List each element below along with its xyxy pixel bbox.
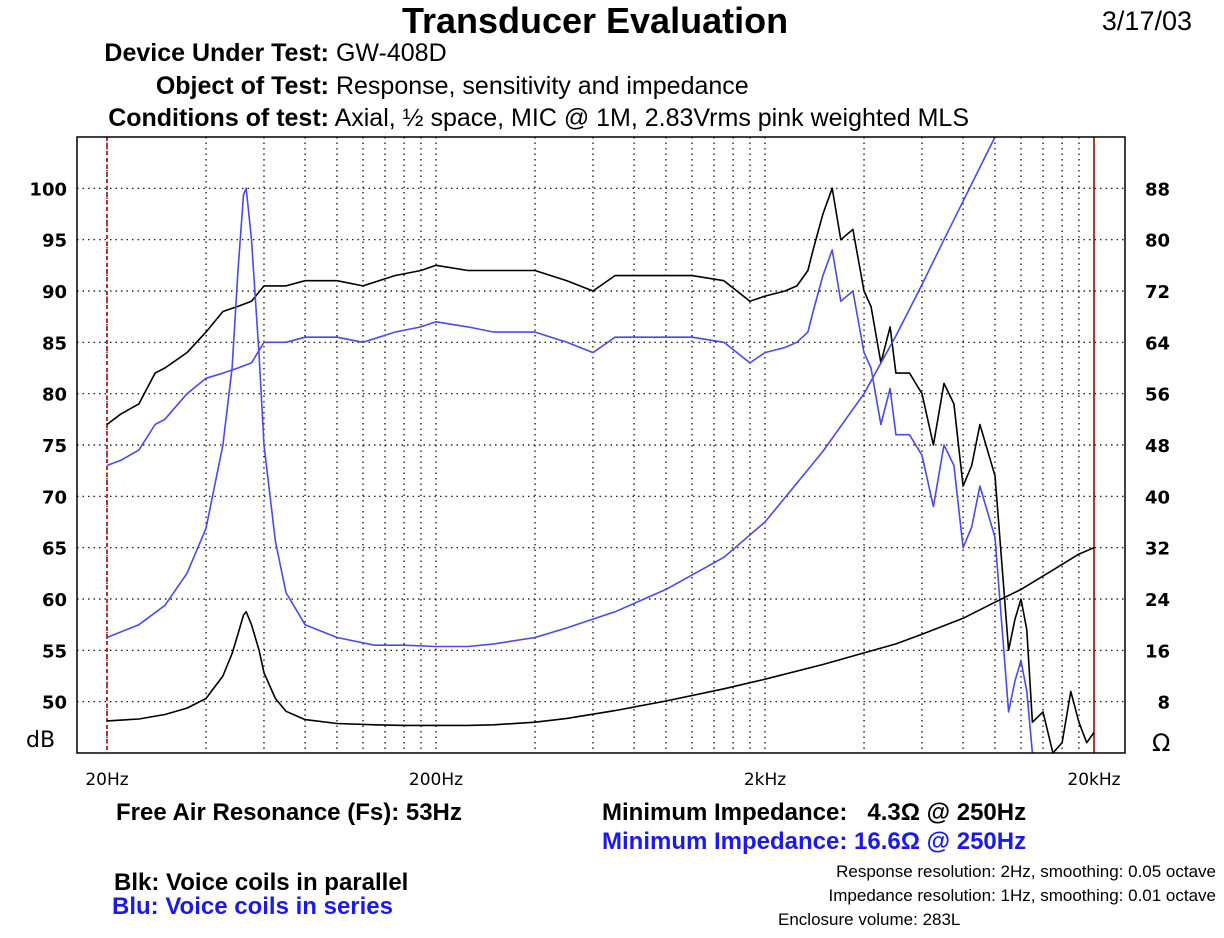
y-right-tick-label: 88 (1145, 179, 1170, 200)
trace-4 (106, 546, 1095, 727)
legend-blue: Blu: Voice coils in series (112, 893, 393, 920)
conditions-value: Axial, ½ space, MIC @ 1M, 2.83Vrms pink … (334, 104, 970, 132)
trace-2 (106, 249, 1034, 754)
min-impedance-blue: Minimum Impedance: 16.6Ω @ 250Hz (602, 828, 1027, 855)
device-row: Device Under Test: GW-408D (0, 38, 447, 68)
y-left-tick-label: 55 (42, 641, 67, 662)
conditions-label: Conditions of test: (108, 104, 329, 132)
y-right-unit: Ω (1152, 729, 1170, 757)
y-right-tick-label: 80 (1145, 231, 1170, 252)
y-right-tick-label: 64 (1145, 333, 1170, 354)
y-left-tick-label: 70 (42, 487, 67, 508)
y-left-tick-label: 90 (42, 282, 67, 303)
axis-labels: 100 95 90 85 80 75 70 65 60 55 50 dB 88 80 72 64 56 48 40 3… (26, 179, 1170, 790)
chart-traces (106, 136, 1095, 754)
y-left-tick-label: 65 (42, 539, 67, 560)
y-left-tick-label: 75 (42, 436, 67, 457)
object-row: Object of Test: Response, sensitivity an… (0, 71, 749, 101)
y-right-tick-label: 48 (1145, 436, 1170, 457)
conditions-row: Conditions of test: Axial, ½ space, MIC … (0, 103, 969, 133)
x-tick-label: 20kHz (1067, 770, 1120, 790)
device-value: GW-408D (335, 39, 447, 67)
y-right-tick-label: 24 (1145, 590, 1170, 611)
x-tick-label: 2kHz (744, 770, 786, 790)
x-tick-label: 200Hz (409, 770, 463, 790)
min-impedance-black: Minimum Impedance: 4.3Ω @ 250Hz (602, 799, 1027, 826)
y-right-tick-label: 16 (1145, 641, 1170, 662)
object-label: Object of Test: (155, 72, 329, 100)
legend-black: Blk: Voice coils in parallel (114, 869, 409, 896)
y-left-tick-label: 95 (42, 231, 67, 252)
y-right-tick-label: 32 (1145, 539, 1170, 560)
y-right-tick-label: 72 (1145, 282, 1170, 303)
trace-3 (106, 136, 996, 648)
y-left-tick-label: 80 (42, 385, 67, 406)
impedance-resolution: Impedance resolution: 1Hz, smoothing: 0.… (828, 886, 1216, 905)
response-resolution: Response resolution: 2Hz, smoothing: 0.0… (836, 862, 1216, 881)
enclosure-volume: Enclosure volume: 283L (778, 910, 961, 929)
y-left-tick-label: 60 (42, 590, 67, 611)
y-right-tick-label: 8 (1157, 693, 1170, 714)
device-label: Device Under Test: (104, 39, 329, 67)
y-left-tick-label: 50 (42, 693, 67, 714)
object-value: Response, sensitivity and impedance (335, 72, 749, 100)
x-tick-label: 20Hz (85, 770, 128, 790)
y-left-tick-label: 100 (29, 179, 67, 200)
test-date: 3/17/03 (1101, 6, 1192, 36)
trace-1 (106, 187, 1095, 754)
y-left-tick-label: 85 (42, 333, 67, 354)
fs-label: Free Air Resonance (Fs): 53Hz (116, 799, 462, 826)
y-right-tick-label: 40 (1145, 487, 1170, 508)
chart-title: Transducer Evaluation (401, 0, 789, 41)
range-markers (106, 137, 1095, 753)
plot-frame (76, 136, 1126, 754)
y-left-unit: dB (26, 728, 55, 753)
y-right-tick-label: 56 (1145, 385, 1170, 406)
chart-grid (77, 137, 1125, 753)
